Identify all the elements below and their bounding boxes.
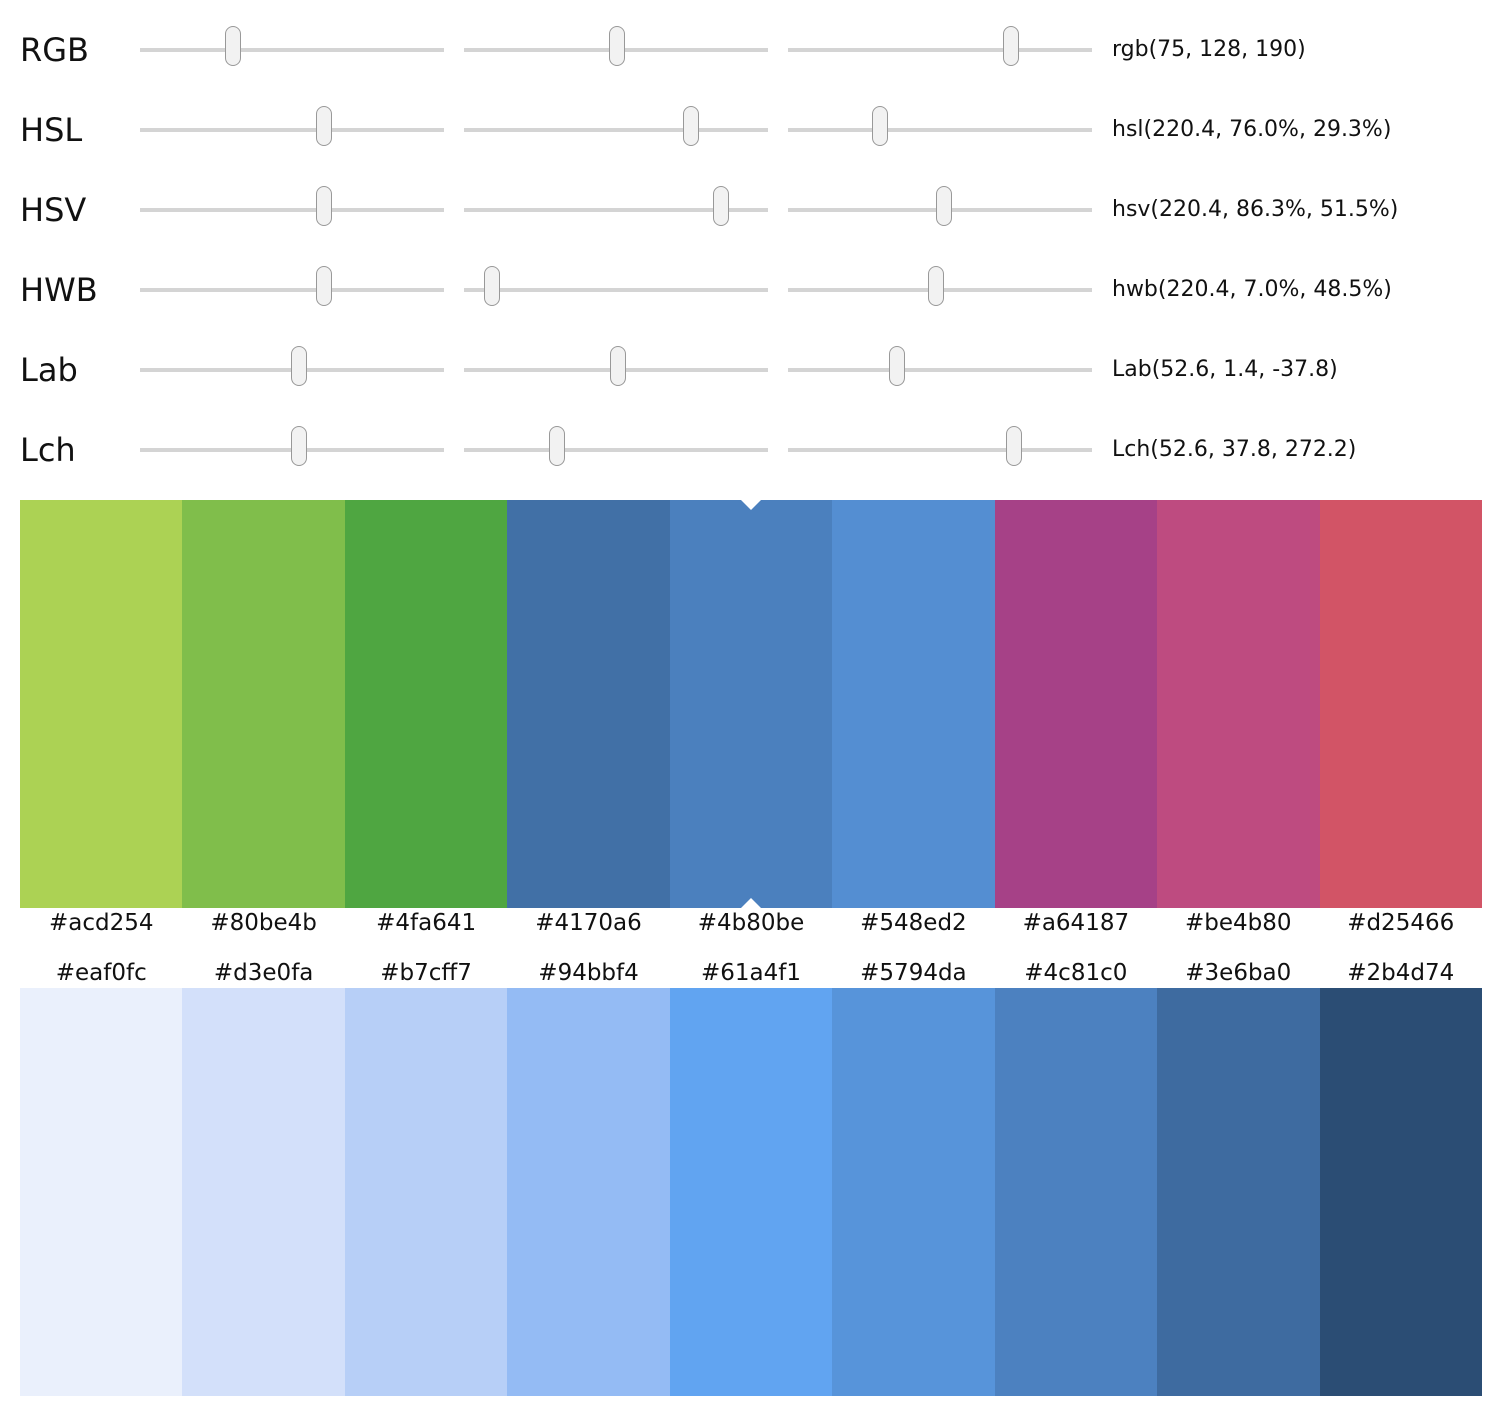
slider-thumb[interactable] xyxy=(872,106,889,146)
color-swatch[interactable] xyxy=(344,988,508,1396)
slider-thumb[interactable] xyxy=(549,426,566,466)
hex-label: #3e6ba0 xyxy=(1185,960,1292,986)
slider-track-rgb-2[interactable] xyxy=(464,26,768,66)
color-swatch[interactable] xyxy=(182,988,345,1396)
slider-thumb[interactable] xyxy=(316,186,333,226)
slider-track-hsl-1[interactable] xyxy=(140,106,444,146)
hex-label: #61a4f1 xyxy=(700,960,801,986)
color-swatch[interactable] xyxy=(507,988,670,1396)
slider-track-lab-2[interactable] xyxy=(464,346,768,386)
slider-thumb[interactable] xyxy=(1005,426,1022,466)
slider-thumb[interactable] xyxy=(927,266,944,306)
model-value-text: Lab(52.6, 1.4, -37.8) xyxy=(1112,357,1338,382)
slider-track-hsv-2[interactable] xyxy=(464,186,768,226)
slider-thumb[interactable] xyxy=(316,106,333,146)
slider-track-hwb-2[interactable] xyxy=(464,266,768,306)
slider-track-hsv-1[interactable] xyxy=(140,186,444,226)
color-swatch[interactable] xyxy=(1157,988,1320,1396)
color-swatch[interactable] xyxy=(832,988,995,1396)
slider-track-hsl-2[interactable] xyxy=(464,106,768,146)
color-swatch[interactable] xyxy=(994,988,1158,1396)
hex-label: #80be4b xyxy=(210,910,317,936)
color-swatch[interactable] xyxy=(1319,988,1482,1396)
slider-track-lch-3[interactable] xyxy=(788,426,1092,466)
slider-track-lab-1[interactable] xyxy=(140,346,444,386)
shade-palette xyxy=(20,988,1482,1396)
model-value-text: hsl(220.4, 76.0%, 29.3%) xyxy=(1112,117,1392,142)
slider-thumb[interactable] xyxy=(936,186,953,226)
color-swatch[interactable] xyxy=(344,500,508,908)
harmony-palette xyxy=(20,500,1482,908)
model-label: Lab xyxy=(20,351,78,389)
hex-label: #d3e0fa xyxy=(213,960,314,986)
model-label: RGB xyxy=(20,31,89,69)
slider-track-lab-3[interactable] xyxy=(788,346,1092,386)
selected-marker-icon xyxy=(740,500,761,510)
model-value-text: hsv(220.4, 86.3%, 51.5%) xyxy=(1112,197,1399,222)
color-swatch[interactable] xyxy=(669,500,833,908)
model-value-text: Lch(52.6, 37.8, 272.2) xyxy=(1112,437,1357,462)
hex-label: #4170a6 xyxy=(535,910,642,936)
slider-thumb[interactable] xyxy=(1002,26,1019,66)
hex-label: #d25466 xyxy=(1347,910,1455,936)
slider-track-hsv-3[interactable] xyxy=(788,186,1092,226)
color-swatch[interactable] xyxy=(507,500,670,908)
slider-row-hsv: HSV hsv(220.4, 86.3%, 51.5%) xyxy=(0,180,1501,260)
slider-thumb[interactable] xyxy=(291,346,308,386)
slider-track-hsl-3[interactable] xyxy=(788,106,1092,146)
model-label: HSV xyxy=(20,191,87,229)
color-swatch[interactable] xyxy=(832,500,995,908)
hex-label: #548ed2 xyxy=(860,910,967,936)
slider-track-lch-2[interactable] xyxy=(464,426,768,466)
slider-row-hsl: HSL hsl(220.4, 76.0%, 29.3%) xyxy=(0,100,1501,180)
slider-row-lch: Lch Lch(52.6, 37.8, 272.2) xyxy=(0,420,1501,500)
model-value-text: hwb(220.4, 7.0%, 48.5%) xyxy=(1112,277,1392,302)
slider-row-rgb: RGB rgb(75, 128, 190) xyxy=(0,20,1501,100)
slider-thumb[interactable] xyxy=(608,26,625,66)
hex-label: #4b80be xyxy=(697,910,805,936)
slider-thumb[interactable] xyxy=(712,186,729,226)
slider-thumb[interactable] xyxy=(609,346,626,386)
slider-row-lab: Lab Lab(52.6, 1.4, -37.8) xyxy=(0,340,1501,420)
hex-label: #a64187 xyxy=(1022,910,1130,936)
hex-label: #5794da xyxy=(860,960,967,986)
shade-hex-labels: #eaf0fc #d3e0fa #b7cff7 #94bbf4 #61a4f1 #5794… xyxy=(20,958,1482,988)
slider-track-hwb-1[interactable] xyxy=(140,266,444,306)
color-swatch[interactable] xyxy=(20,988,183,1396)
slider-thumb[interactable] xyxy=(316,266,333,306)
harmony-hex-labels: #acd254 #80be4b #4fa641 #4170a6 #4b80be #548e… xyxy=(20,908,1482,938)
hex-label: #94bbf4 xyxy=(538,960,639,986)
color-swatch[interactable] xyxy=(1319,500,1482,908)
slider-thumb[interactable] xyxy=(291,426,308,466)
slider-thumb[interactable] xyxy=(484,266,501,306)
hex-label: #be4b80 xyxy=(1185,910,1292,936)
hex-label: #acd254 xyxy=(48,910,154,936)
model-label: Lch xyxy=(20,431,76,469)
slider-row-hwb: HWB hwb(220.4, 7.0%, 48.5%) xyxy=(0,260,1501,340)
hex-label: #4c81c0 xyxy=(1024,960,1128,986)
hex-label: #2b4d74 xyxy=(1347,960,1455,986)
color-swatch[interactable] xyxy=(994,500,1158,908)
model-value-text: rgb(75, 128, 190) xyxy=(1112,37,1306,62)
hex-label: #eaf0fc xyxy=(55,960,147,986)
slider-track-rgb-3[interactable] xyxy=(788,26,1092,66)
hex-label: #b7cff7 xyxy=(380,960,472,986)
model-label: HSL xyxy=(20,111,83,149)
selected-marker-icon xyxy=(740,898,761,908)
slider-thumb[interactable] xyxy=(682,106,699,146)
slider-track-rgb-1[interactable] xyxy=(140,26,444,66)
color-swatch[interactable] xyxy=(669,988,833,1396)
slider-track-lch-1[interactable] xyxy=(140,426,444,466)
color-swatch[interactable] xyxy=(1157,500,1320,908)
color-swatch[interactable] xyxy=(182,500,345,908)
color-swatch[interactable] xyxy=(20,500,183,908)
slider-track-hwb-3[interactable] xyxy=(788,266,1092,306)
hex-label: #4fa641 xyxy=(376,910,477,936)
slider-thumb[interactable] xyxy=(889,346,906,386)
slider-thumb[interactable] xyxy=(224,26,241,66)
model-label: HWB xyxy=(20,271,98,309)
